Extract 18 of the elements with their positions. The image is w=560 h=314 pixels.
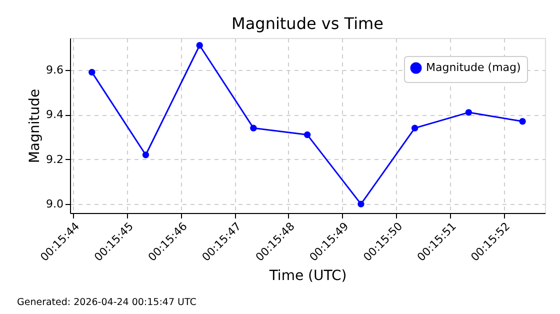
point bbox=[88, 68, 96, 76]
point bbox=[304, 131, 311, 138]
point bbox=[196, 42, 203, 49]
y-axis-title: Magnitude bbox=[27, 88, 44, 164]
point bbox=[142, 152, 150, 158]
legend-label: Magnitude (mag) bbox=[426, 61, 521, 74]
point bbox=[250, 124, 257, 132]
point bbox=[465, 109, 472, 116]
y-tick-label: 9.4 bbox=[46, 108, 64, 122]
y-tick-label: 9.6 bbox=[46, 63, 64, 76]
point bbox=[358, 200, 364, 208]
point bbox=[519, 118, 526, 125]
y-tick-label: 9.0 bbox=[46, 198, 64, 211]
x-axis-title: Time (UTC) bbox=[268, 268, 347, 284]
point bbox=[411, 124, 418, 132]
y-tick-label: 9.2 bbox=[46, 152, 64, 166]
chart-title: Magnitude vs Time bbox=[232, 14, 384, 33]
text: Generated: 2026-04-24 00:15:47 UTC bbox=[17, 297, 197, 308]
